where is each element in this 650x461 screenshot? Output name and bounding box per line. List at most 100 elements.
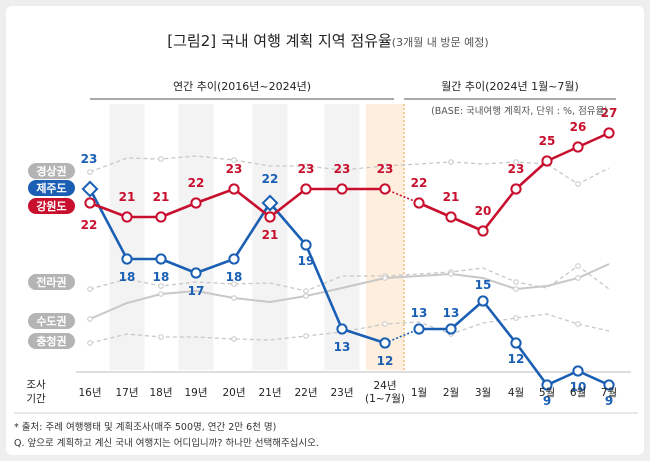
x-axis-label-bottom: 기간 bbox=[26, 393, 46, 405]
legend-label: 수도권 bbox=[36, 315, 66, 328]
value-label-jeju: 12 bbox=[377, 354, 394, 368]
gray-point bbox=[158, 156, 164, 162]
point-gangwon bbox=[445, 211, 457, 223]
value-label-gangwon: 21 bbox=[119, 190, 136, 204]
x-tick-label: 19년 bbox=[184, 387, 207, 399]
value-label-gangwon: 23 bbox=[334, 162, 351, 176]
x-tick-label: 1월 bbox=[411, 387, 427, 399]
gray-line-gyeongsang bbox=[89, 155, 610, 185]
point-gangwon bbox=[190, 197, 202, 209]
value-label-jeju: 9 bbox=[543, 394, 551, 408]
gray-point bbox=[87, 169, 93, 175]
point-jeju bbox=[155, 253, 167, 265]
x-tick-label: 20년 bbox=[222, 387, 245, 399]
gray-point bbox=[448, 271, 454, 277]
gray-point bbox=[231, 157, 237, 163]
gray-point bbox=[231, 336, 237, 342]
legend-pill bbox=[28, 198, 75, 214]
x-tick-label: 5월 bbox=[539, 387, 555, 399]
value-label-jeju: 22 bbox=[262, 172, 279, 186]
gray-point bbox=[575, 321, 581, 327]
value-label-gangwon: 21 bbox=[443, 190, 460, 204]
legend-label: 충청권 bbox=[36, 334, 66, 348]
x-tick-label: 16년 bbox=[78, 387, 101, 399]
x-tick-label: 18년 bbox=[149, 387, 172, 399]
point-jeju bbox=[572, 365, 584, 377]
value-label-jeju: 13 bbox=[443, 306, 460, 320]
point-gangwon bbox=[510, 183, 522, 195]
value-label-gangwon: 26 bbox=[570, 120, 587, 134]
value-label-jeju: 15 bbox=[475, 278, 492, 292]
gray-point bbox=[575, 275, 581, 281]
value-label-jeju: 19 bbox=[298, 254, 315, 268]
value-label-gangwon: 23 bbox=[508, 162, 525, 176]
legend-pill bbox=[28, 333, 75, 349]
value-label-gangwon: 23 bbox=[377, 162, 394, 176]
value-label-gangwon: 25 bbox=[539, 134, 556, 148]
gray-point bbox=[513, 286, 519, 292]
section-label-monthly: 월간 추이(2024년 1월~7월) bbox=[441, 80, 579, 93]
value-label-jeju: 12 bbox=[508, 352, 525, 366]
gray-point bbox=[231, 281, 237, 287]
point-jeju bbox=[541, 379, 553, 391]
x-tick-label: 3월 bbox=[475, 387, 491, 399]
value-label-gangwon: 22 bbox=[81, 218, 98, 232]
point-gangwon bbox=[300, 183, 312, 195]
gray-point bbox=[87, 286, 93, 292]
gray-point bbox=[303, 288, 309, 294]
point-gangwon bbox=[121, 211, 133, 223]
value-label-jeju: 18 bbox=[226, 270, 243, 284]
legend-label: 제주도 bbox=[36, 181, 66, 195]
gray-point bbox=[303, 333, 309, 339]
point-jeju bbox=[336, 323, 348, 335]
value-label-jeju: 13 bbox=[411, 306, 428, 320]
point-gangwon bbox=[379, 183, 391, 195]
x-tick-label: 6월 bbox=[570, 387, 586, 399]
point-jeju bbox=[300, 239, 312, 251]
column-band bbox=[178, 104, 214, 370]
x-tick-label: 7월 bbox=[601, 387, 617, 399]
point-jeju bbox=[379, 337, 391, 349]
value-label-jeju: 13 bbox=[334, 340, 351, 354]
x-axis-label-top: 조사 bbox=[26, 379, 46, 391]
point-jeju bbox=[228, 253, 240, 265]
gray-point bbox=[382, 275, 388, 281]
line-chart: 23 18 18 17 18 22 19 13 12 13 13 15 12 9 10 9 22 21 21 22 23… bbox=[14, 32, 638, 449]
legend-label: 경상권 bbox=[36, 164, 66, 178]
x-tick-label: 2월 bbox=[443, 387, 459, 399]
point-jeju bbox=[413, 323, 425, 335]
value-label-jeju: 23 bbox=[81, 152, 98, 166]
legend-label: 전라권 bbox=[36, 275, 66, 289]
point-jeju bbox=[121, 253, 133, 265]
column-band bbox=[252, 104, 288, 370]
value-label-jeju: 9 bbox=[605, 394, 613, 408]
gray-line-chungcheong bbox=[89, 313, 610, 344]
point-jeju bbox=[445, 323, 457, 335]
gray-point bbox=[575, 263, 581, 269]
value-label-gangwon: 21 bbox=[153, 190, 170, 204]
point-jeju bbox=[603, 379, 615, 391]
point-jeju bbox=[510, 337, 522, 349]
legend-label: 강원도 bbox=[36, 199, 66, 213]
footnote-source: * 출처: 주례 여행행태 및 계획조사(매주 500명, 연간 2만 6천 명… bbox=[14, 421, 276, 433]
point-gangwon bbox=[572, 141, 584, 153]
point-gangwon bbox=[84, 197, 96, 209]
gray-point bbox=[513, 279, 519, 285]
point-gangwon bbox=[264, 211, 276, 223]
chart-title: [그림2] 국내 여행 계획 지역 점유율(3개월 내 방문 예정) bbox=[167, 32, 488, 50]
value-label-gangwon: 22 bbox=[411, 176, 428, 190]
x-tick-label: 4월 bbox=[508, 387, 524, 399]
gray-line-jeolla bbox=[89, 265, 610, 292]
gray-point bbox=[158, 334, 164, 340]
point-gangwon bbox=[541, 155, 553, 167]
gray-point bbox=[513, 159, 519, 165]
point-jeju bbox=[81, 180, 99, 198]
legend-pill bbox=[28, 180, 75, 196]
gray-point bbox=[513, 315, 519, 321]
x-tick-label: 23년 bbox=[330, 387, 353, 399]
x-tick-label: 22년 bbox=[294, 387, 317, 399]
gray-point bbox=[303, 163, 309, 169]
gray-point bbox=[87, 340, 93, 346]
legend-pill bbox=[28, 274, 75, 290]
legend-pill bbox=[28, 163, 75, 179]
